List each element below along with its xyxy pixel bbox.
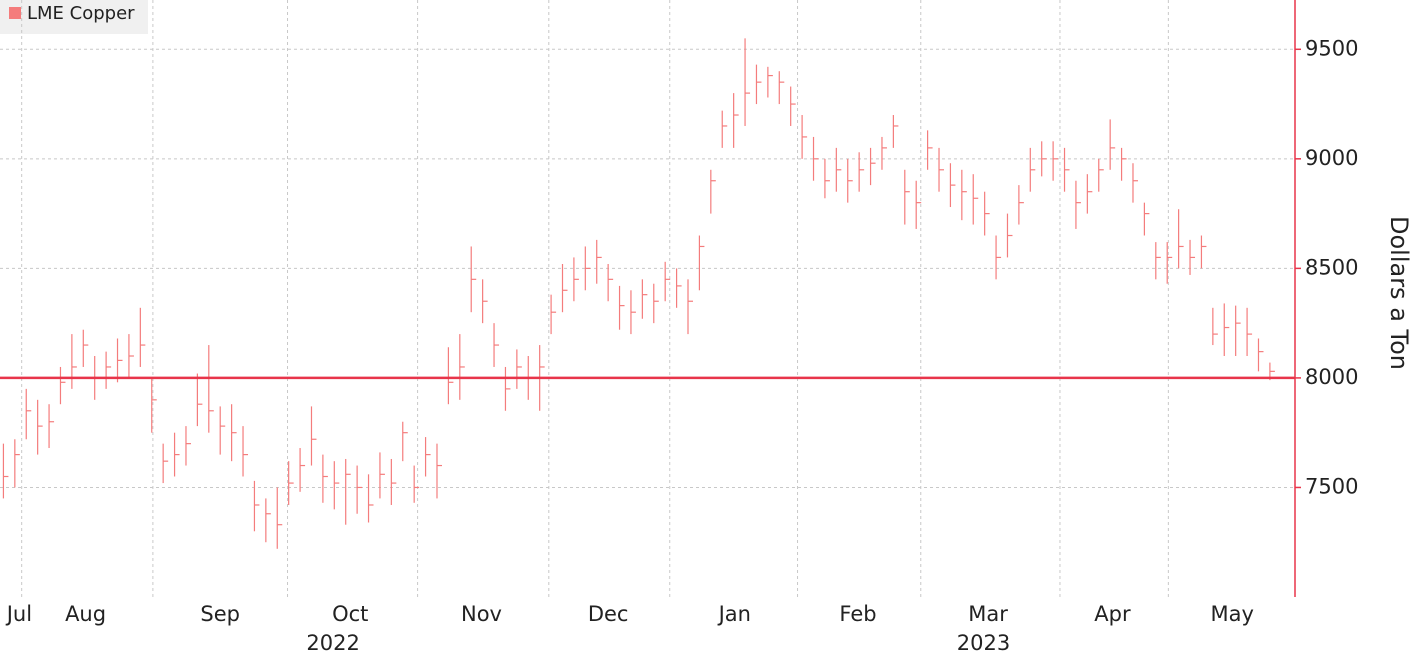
legend-label: LME Copper <box>27 3 135 24</box>
x-tick-label: Aug <box>65 602 106 626</box>
x-tick-label: Jul <box>5 602 32 626</box>
y-axis-label: Dollars a Ton <box>1385 216 1413 370</box>
y-tick-label: 7500 <box>1305 474 1358 498</box>
x-tick-label: Nov <box>461 602 502 626</box>
y-tick-label: 9000 <box>1305 146 1358 170</box>
x-tick-label: Oct <box>332 602 368 626</box>
y-tick-label: 8000 <box>1305 365 1358 389</box>
series <box>2 38 1275 549</box>
y-tick-label: 8500 <box>1305 255 1358 279</box>
year-label: 2023 <box>957 631 1010 655</box>
year-label: 2022 <box>306 631 359 655</box>
legend-swatch <box>9 7 21 19</box>
x-tick-label: Jan <box>717 602 751 626</box>
x-tick-label: Apr <box>1094 602 1131 626</box>
x-tick-label: Feb <box>839 602 876 626</box>
x-tick-label: May <box>1211 602 1254 626</box>
legend-box <box>0 0 148 34</box>
x-tick-label: Dec <box>588 602 629 626</box>
x-tick-label: Sep <box>200 602 240 626</box>
x-tick-label: Mar <box>968 602 1008 626</box>
y-tick-label: 9500 <box>1305 36 1358 60</box>
